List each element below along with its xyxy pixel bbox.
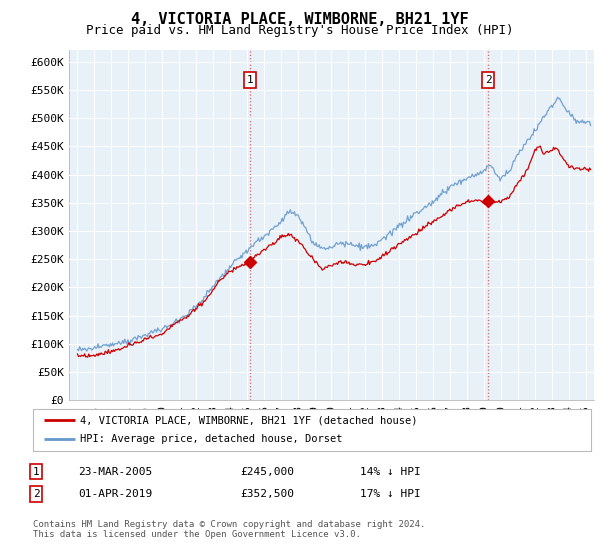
Text: 17% ↓ HPI: 17% ↓ HPI <box>360 489 421 499</box>
Text: 23-MAR-2005: 23-MAR-2005 <box>78 466 152 477</box>
Text: 1: 1 <box>32 466 40 477</box>
Text: 4, VICTORIA PLACE, WIMBORNE, BH21 1YF: 4, VICTORIA PLACE, WIMBORNE, BH21 1YF <box>131 12 469 27</box>
Text: 2: 2 <box>32 489 40 499</box>
Text: Contains HM Land Registry data © Crown copyright and database right 2024.
This d: Contains HM Land Registry data © Crown c… <box>33 520 425 539</box>
Text: 01-APR-2019: 01-APR-2019 <box>78 489 152 499</box>
Text: Price paid vs. HM Land Registry's House Price Index (HPI): Price paid vs. HM Land Registry's House … <box>86 24 514 37</box>
Text: 1: 1 <box>247 75 254 85</box>
Text: £245,000: £245,000 <box>240 466 294 477</box>
Text: 14% ↓ HPI: 14% ↓ HPI <box>360 466 421 477</box>
Text: £352,500: £352,500 <box>240 489 294 499</box>
Text: HPI: Average price, detached house, Dorset: HPI: Average price, detached house, Dors… <box>80 435 343 445</box>
Text: 4, VICTORIA PLACE, WIMBORNE, BH21 1YF (detached house): 4, VICTORIA PLACE, WIMBORNE, BH21 1YF (d… <box>80 415 418 425</box>
Text: 2: 2 <box>485 75 491 85</box>
